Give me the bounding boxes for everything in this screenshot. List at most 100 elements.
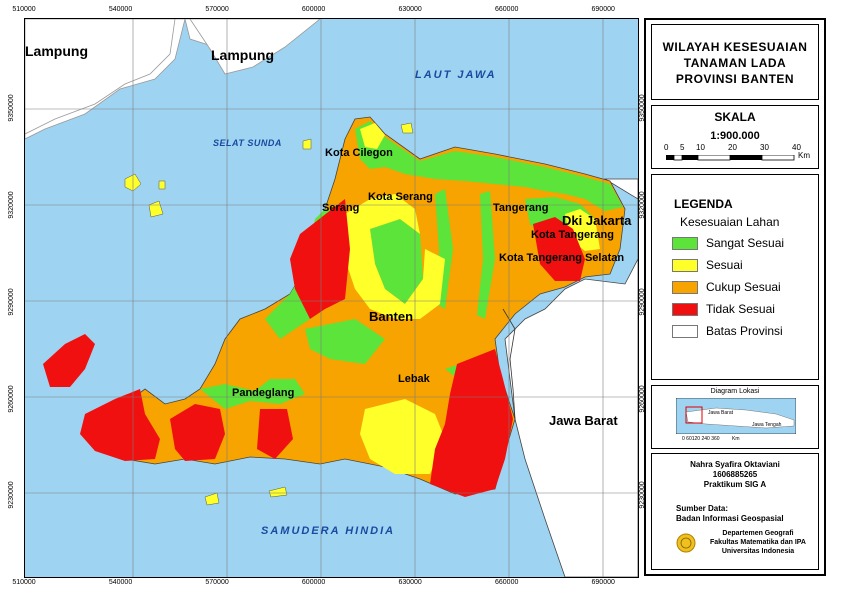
legend-label: Cukup Sesuai bbox=[706, 280, 781, 294]
label-dki-jakarta: Dki Jakarta bbox=[562, 213, 632, 228]
tick-bottom-label: 600000 bbox=[301, 579, 326, 586]
location-label-jawa-tengah: Jawa Tengah bbox=[752, 422, 782, 428]
author-npm: 1606885265 bbox=[712, 470, 758, 479]
tick-bottom-label: 630000 bbox=[398, 579, 422, 586]
label-tangerang: Tangerang bbox=[493, 202, 549, 214]
green-river-2 bbox=[477, 191, 495, 319]
scale-tick: 10 bbox=[696, 143, 705, 152]
lampung-west bbox=[25, 19, 176, 135]
scale-bar bbox=[666, 155, 795, 161]
map-canvas bbox=[25, 19, 638, 577]
map-title: WILAYAH KESESUAIAN TANAMAN LADA PROVINSI… bbox=[652, 25, 818, 87]
red-peucang bbox=[43, 334, 95, 387]
label-selat-sunda: SELAT SUNDA bbox=[213, 138, 282, 148]
scale-box: SKALA 1:900.000 0 5 10 20 30 40 Km bbox=[651, 105, 819, 169]
island-2 bbox=[148, 200, 164, 218]
province-boundary bbox=[502, 308, 516, 420]
source-text: Badan Informasi Geospasial bbox=[676, 514, 784, 523]
island-7 bbox=[204, 492, 220, 506]
lampung-east bbox=[189, 19, 321, 75]
red-lebak bbox=[430, 349, 513, 497]
label-kota-serang: Kota Serang bbox=[368, 191, 433, 203]
legend-item: Sesuai bbox=[672, 257, 743, 273]
tick-bottom-label: 510000 bbox=[12, 579, 36, 586]
label-lampung-center: Lampung bbox=[211, 47, 274, 63]
scale-tick-labels: 0 5 10 20 30 40 bbox=[652, 143, 818, 155]
tick-top-label: 690000 bbox=[591, 6, 615, 13]
yellow-cilegon bbox=[360, 123, 385, 149]
red-pandeglang bbox=[170, 404, 225, 461]
legend-box: LEGENDA Kesesuaian Lahan Sangat Sesuai Se… bbox=[651, 174, 819, 380]
credits-box: Nahra Syafira Oktaviani 1606885265 Prakt… bbox=[651, 453, 819, 570]
island-4 bbox=[302, 138, 312, 150]
tick-top-label: 540000 bbox=[108, 6, 133, 13]
location-diagram-box: Diagram Lokasi Jawa Barat Jawa Tengah 0 … bbox=[651, 385, 819, 449]
tick-top-label: 630000 bbox=[398, 6, 422, 13]
red-serang bbox=[290, 199, 350, 319]
yellow-lebak bbox=[360, 399, 445, 474]
legend-swatch bbox=[672, 258, 698, 272]
legend-label: Sesuai bbox=[706, 258, 743, 272]
ui-logo-icon bbox=[676, 533, 696, 553]
legend-swatch bbox=[672, 302, 698, 316]
yellow-north bbox=[345, 194, 445, 319]
tick-left-label: 9320000 bbox=[8, 191, 15, 219]
title-box: WILAYAH KESESUAIAN TANAMAN LADA PROVINSI… bbox=[651, 24, 819, 100]
label-jawa-barat: Jawa Barat bbox=[549, 413, 618, 428]
source-heading: Sumber Data: bbox=[676, 504, 729, 513]
green-north bbox=[355, 121, 623, 211]
label-pandeglang: Pandeglang bbox=[232, 387, 295, 399]
location-map bbox=[676, 398, 796, 434]
tick-left-label: 9350000 bbox=[8, 94, 15, 122]
author-class: Praktikum SIG A bbox=[703, 480, 767, 489]
legend-swatch bbox=[672, 324, 698, 338]
scale-ratio: 1:900.000 bbox=[710, 130, 760, 142]
label-kota-tangerang-selatan: Kota Tangerang Selatan bbox=[499, 252, 625, 264]
tick-top-label: 510000 bbox=[12, 6, 36, 13]
island-6 bbox=[268, 486, 288, 498]
location-scale-ticks: 0 60120 240 360 bbox=[682, 436, 720, 442]
layout-panel bbox=[644, 18, 826, 576]
legend-subheading: Kesesuaian Lahan bbox=[680, 215, 780, 229]
scale-tick: 30 bbox=[760, 143, 769, 152]
location-scale-unit: Km bbox=[732, 436, 740, 442]
tick-top-label: 600000 bbox=[301, 6, 326, 13]
title-line-3: PROVINSI BANTEN bbox=[675, 72, 795, 86]
scale-tick: 5 bbox=[680, 143, 685, 152]
legend-item: Cukup Sesuai bbox=[672, 279, 781, 295]
title-line-2: TANAMAN LADA bbox=[683, 56, 787, 70]
scale-tick: 0 bbox=[664, 143, 669, 152]
label-lebak: Lebak bbox=[398, 373, 430, 385]
legend-swatch bbox=[672, 280, 698, 294]
location-heading: Diagram Lokasi bbox=[710, 388, 760, 395]
location-label-jawa-barat: Jawa Barat bbox=[708, 410, 734, 416]
tick-top-label: 660000 bbox=[494, 6, 519, 13]
label-lampung-left: Lampung bbox=[25, 43, 88, 59]
graticule bbox=[25, 19, 638, 577]
label-banten: Banten bbox=[369, 309, 414, 324]
title-line-1: WILAYAH KESESUAIAN bbox=[662, 40, 808, 54]
legend-heading: LEGENDA bbox=[674, 197, 733, 211]
dept-line-3: Universitas Indonesia bbox=[721, 548, 795, 555]
legend-label: Batas Provinsi bbox=[706, 324, 783, 338]
red-tangerang bbox=[533, 217, 585, 281]
label-kota-tangerang: Kota Tangerang bbox=[531, 229, 614, 241]
scale-tick: 20 bbox=[728, 143, 737, 152]
tick-left-label: 9290000 bbox=[8, 288, 15, 316]
legend-item: Sangat Sesuai bbox=[672, 235, 784, 251]
island-5 bbox=[400, 122, 414, 134]
scale-unit: Km bbox=[798, 151, 810, 160]
tick-bottom-label: 660000 bbox=[494, 579, 519, 586]
legend-swatch bbox=[672, 236, 698, 250]
legend-item: Batas Provinsi bbox=[672, 323, 783, 339]
label-samudera-hindia: SAMUDERA HINDIA bbox=[261, 525, 396, 537]
dept-line-1: Departemen Geografi bbox=[722, 530, 794, 537]
red-ujungkulon bbox=[80, 389, 160, 461]
green-center-2 bbox=[305, 319, 385, 364]
red-pandeglang-2 bbox=[257, 409, 293, 459]
label-serang: Serang bbox=[322, 202, 360, 214]
tick-bottom-label: 540000 bbox=[108, 579, 133, 586]
green-center-1 bbox=[370, 219, 423, 304]
legend-label: Sangat Sesuai bbox=[706, 236, 785, 250]
legend-item: Tidak Sesuai bbox=[672, 301, 775, 317]
